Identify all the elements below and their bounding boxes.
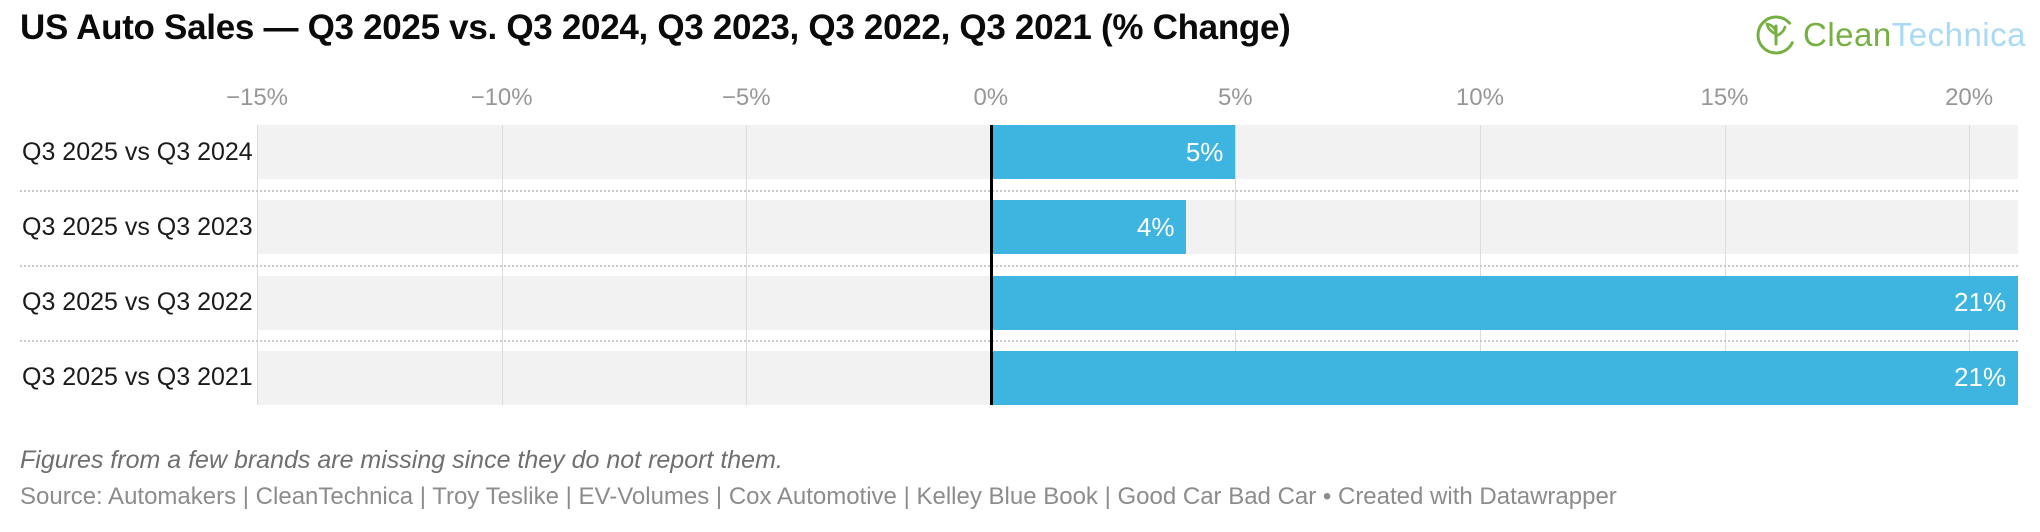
bar-value-label: 21% <box>1954 362 2007 393</box>
gridline <box>257 125 258 405</box>
row-label: Q3 2025 vs Q3 2024 <box>22 137 253 166</box>
cleantechnica-logo[interactable]: CleanTechnica <box>1755 12 2026 58</box>
gridline <box>1969 125 1971 405</box>
x-axis-tick-label: 5% <box>1217 84 1253 111</box>
gridline <box>746 125 748 405</box>
row-separator <box>20 340 2018 343</box>
bar[interactable]: 5% <box>990 125 1236 179</box>
gridline <box>1235 125 1237 405</box>
bar-value-label: 5% <box>1185 136 1224 167</box>
bar[interactable]: 4% <box>990 200 1187 255</box>
zero-baseline <box>989 125 993 405</box>
x-axis-tick-label: 15% <box>1700 84 1749 111</box>
row-separator <box>20 265 2018 268</box>
gridline <box>501 125 503 405</box>
row-label: Q3 2025 vs Q3 2021 <box>22 363 253 392</box>
bar[interactable]: 21% <box>990 275 2019 330</box>
row-label: Q3 2025 vs Q3 2023 <box>22 212 253 241</box>
logo-text-technica: Technica <box>1891 16 2026 53</box>
gridline <box>1479 125 1481 405</box>
cleantechnica-logo-icon <box>1756 15 1796 55</box>
row-separator <box>20 189 2018 192</box>
gridline <box>1724 125 1726 405</box>
chart-title: US Auto Sales — Q3 2025 vs. Q3 2024, Q3 … <box>20 8 1291 47</box>
bar-value-label: 21% <box>1954 287 2007 318</box>
bar[interactable]: 21% <box>990 350 2019 405</box>
x-axis-tick-label: 0% <box>973 84 1009 111</box>
bar-value-label: 4% <box>1136 211 1175 242</box>
source-line: Source: Automakers | CleanTechnica | Tro… <box>20 483 1617 510</box>
x-axis-tick-label: −10% <box>470 84 533 111</box>
chart-note: Figures from a few brands are missing si… <box>20 446 783 474</box>
x-axis-tick-label: −15% <box>225 84 289 111</box>
x-axis-tick-label: −5% <box>721 84 771 111</box>
logo-text-clean: Clean <box>1803 16 1892 53</box>
x-axis-tick-label: 20% <box>1945 84 1994 111</box>
logo-wordmark: CleanTechnica <box>1803 16 2026 54</box>
x-axis-tick-label: 10% <box>1455 84 1504 111</box>
row-label: Q3 2025 vs Q3 2022 <box>22 288 253 317</box>
